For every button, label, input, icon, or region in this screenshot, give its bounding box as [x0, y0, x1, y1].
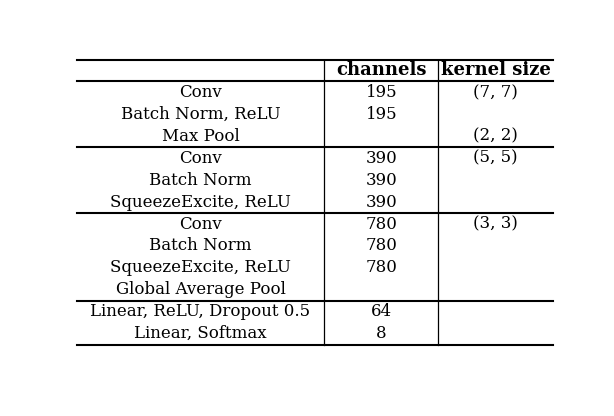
Text: 195: 195 [365, 106, 397, 123]
Text: Conv: Conv [179, 215, 222, 233]
Text: 390: 390 [365, 150, 397, 167]
Text: Batch Norm, ReLU: Batch Norm, ReLU [121, 106, 280, 123]
Text: 780: 780 [365, 259, 397, 276]
Text: Global Average Pool: Global Average Pool [115, 281, 286, 298]
Text: Max Pool: Max Pool [161, 128, 239, 145]
Text: 390: 390 [365, 172, 397, 188]
Text: 780: 780 [365, 215, 397, 233]
Text: 195: 195 [365, 84, 397, 101]
Text: (5, 5): (5, 5) [473, 150, 518, 167]
Text: 780: 780 [365, 238, 397, 255]
Text: kernel size: kernel size [441, 62, 550, 79]
Text: SqueezeExcite, ReLU: SqueezeExcite, ReLU [110, 193, 291, 210]
Text: channels: channels [336, 62, 427, 79]
Text: Batch Norm: Batch Norm [149, 172, 252, 188]
Text: SqueezeExcite, ReLU: SqueezeExcite, ReLU [110, 259, 291, 276]
Text: (7, 7): (7, 7) [473, 84, 518, 101]
Text: (2, 2): (2, 2) [473, 128, 518, 145]
Text: 8: 8 [376, 325, 387, 342]
Text: 390: 390 [365, 193, 397, 210]
Text: Linear, Softmax: Linear, Softmax [134, 325, 267, 342]
Text: Conv: Conv [179, 150, 222, 167]
Text: (3, 3): (3, 3) [473, 215, 518, 233]
Text: 64: 64 [371, 303, 392, 320]
Text: Linear, ReLU, Dropout 0.5: Linear, ReLU, Dropout 0.5 [90, 303, 311, 320]
Text: Conv: Conv [179, 84, 222, 101]
Text: Batch Norm: Batch Norm [149, 238, 252, 255]
